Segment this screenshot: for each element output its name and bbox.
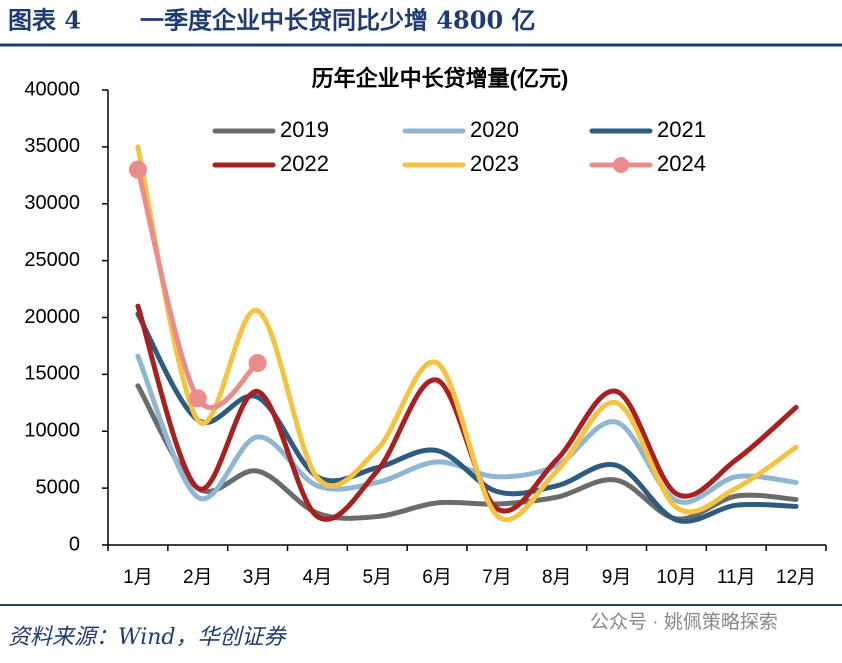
y-tick-label: 30000	[24, 192, 80, 214]
x-tick-label: 11月	[717, 567, 756, 588]
y-tick-label: 10000	[24, 420, 80, 442]
point	[248, 354, 267, 372]
y-tick-label: 25000	[24, 249, 80, 271]
series-line	[135, 353, 799, 505]
chart-subtitle: 历年企业中长贷增量(亿元)	[312, 66, 569, 91]
x-tick-label: 10月	[656, 567, 696, 588]
x-tick-label: 4月	[303, 567, 333, 588]
chart-title: 一季度企业中长贷同比少增 4800 亿	[140, 6, 536, 35]
y-tick-label: 5000	[36, 476, 81, 498]
legend-label: 2022	[280, 151, 329, 176]
series-line	[135, 303, 799, 522]
legend-label: 2024	[657, 151, 706, 176]
source: 资料来源：Wind，华创证券	[8, 625, 288, 650]
point	[188, 389, 207, 408]
x-tick-label: 12月	[776, 567, 816, 588]
x-tick-label: 8月	[542, 567, 572, 588]
x-tick-label: 6月	[422, 567, 452, 588]
series-line	[135, 144, 799, 523]
x-tick-label: 5月	[362, 567, 392, 588]
series-line	[135, 167, 261, 410]
y-tick-label: 35000	[24, 135, 80, 157]
figure-label: 图表 4	[8, 6, 81, 35]
point	[128, 160, 147, 179]
y-tick-label: 20000	[24, 306, 80, 328]
y-tick-label: 0	[69, 533, 80, 555]
y-tick-label: 40000	[24, 78, 80, 100]
x-tick-label: 3月	[243, 567, 273, 588]
watermark: 公众号 · 姚佩策略探索	[590, 611, 778, 633]
legend-label: 2020	[470, 117, 519, 142]
legend-label: 2023	[470, 151, 519, 176]
x-tick-label: 1月	[123, 567, 153, 588]
legend-marker	[613, 157, 629, 173]
x-tick-label: 2月	[183, 567, 213, 588]
legend-label: 2021	[657, 117, 706, 142]
legend-label: 2019	[280, 117, 329, 142]
x-tick-label: 9月	[602, 567, 632, 588]
series-line	[135, 311, 799, 524]
y-tick-label: 15000	[24, 363, 80, 385]
x-tick-label: 7月	[482, 567, 512, 588]
